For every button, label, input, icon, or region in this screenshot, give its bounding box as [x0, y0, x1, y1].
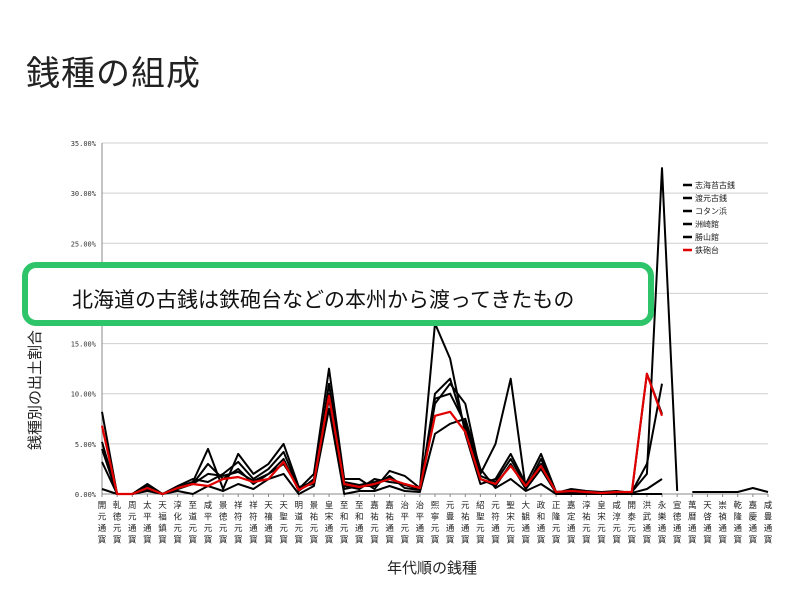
series-line [101, 407, 662, 495]
x-tick-label: 開元通寳 [98, 501, 107, 546]
x-tick-label: 元豊通寳 [446, 501, 455, 546]
x-tick-label: 祥符通寳 [249, 500, 258, 546]
x-tick-label: 明道元寳 [295, 501, 304, 546]
x-tick-label: 萬暦通寳 [688, 500, 697, 546]
x-tick-label: 崇禎通寳 [718, 501, 727, 546]
callout-text: 北海道の古銭は鉄砲台などの本州から渡ってきたもの [72, 288, 575, 312]
x-tick-label: 周元通寳 [128, 501, 137, 546]
legend-label: 鉄砲台 [695, 245, 719, 255]
series-洲崎館 [101, 407, 769, 495]
y-axis-label: 銭種別の出土割合 [26, 330, 44, 450]
series-line [101, 167, 679, 495]
x-tick-label: 治平元寳 [400, 500, 409, 546]
x-tick-label: 至和通寳 [355, 501, 364, 546]
x-tick-label: 咸豊通寳 [764, 500, 773, 546]
y-tick-label: 30.00% [71, 190, 97, 198]
x-tick-label: 景徳元寳 [219, 501, 228, 546]
x-tick-label: 天福鎮寳 [158, 501, 167, 546]
x-tick-label: 皇宋元寳 [597, 500, 606, 546]
y-tick-label: 10.00% [71, 391, 97, 399]
y-tick-label: 15.00% [71, 341, 97, 349]
x-tick-label: 永樂通寳 [658, 500, 667, 546]
callout-box: 北海道の古銭は鉄砲台などの本州から渡ってきたもの [22, 262, 654, 326]
x-tick-label: 乾隆通寳 [733, 500, 742, 546]
x-axis-label: 年代順の銭種 [387, 559, 477, 577]
x-tick-label: 皇宋通寳 [325, 500, 334, 546]
slide-title: 銭種の組成 [26, 54, 201, 94]
x-tick-label: 天聖元寳 [279, 501, 288, 546]
y-tick-label: 35.00% [71, 140, 97, 148]
x-tick-label: 嘉定通寳 [567, 500, 576, 546]
x-tick-label: 政和通寳 [537, 500, 546, 546]
x-tick-labels: 開元通寳乹徳元寳周元通寳太平通寳天福鎮寳淳化元寳至道元寳咸平元寳景徳元寳祥符元寳… [98, 500, 773, 546]
legend-label: コタン浜 [695, 206, 727, 216]
x-tick-label: 宣徳通寳 [673, 500, 682, 546]
x-tick-label: 元符通寳 [491, 501, 500, 546]
x-tick-label: 熙寧元寳 [431, 501, 440, 546]
x-tick-label: 天禧通寳 [264, 501, 273, 546]
series-line [101, 383, 663, 495]
series-line [101, 377, 663, 495]
x-tick-label: 嘉祐元寳 [370, 500, 379, 546]
series-line [692, 487, 769, 493]
series-志海苔古銭 [101, 167, 679, 495]
series-line [101, 372, 663, 495]
x-tick-label: 紹聖元寳 [476, 500, 485, 546]
x-tick-label: 天啓通寳 [703, 501, 712, 546]
x-tick-label: 乹徳元寳 [113, 500, 122, 546]
series-lines [100, 167, 769, 496]
x-tick-label: 開泰元寳 [628, 501, 637, 546]
x-tick-label: 洪武通寳 [643, 500, 652, 546]
x-tick-label: 嘉祐通寳 [385, 500, 394, 546]
x-tick-label: 聖宋元寳 [506, 501, 515, 546]
legend-label: 勝山館 [695, 232, 719, 242]
x-tick-label: 治平通寳 [416, 500, 425, 546]
legend-label: 渡元古銭 [695, 193, 727, 203]
x-tick-label: 咸淳元寳 [612, 500, 621, 546]
x-tick-label: 祥符元寳 [234, 500, 243, 546]
y-tick-label: 0.00% [75, 491, 97, 499]
x-tick-label: 景祐元寳 [310, 501, 319, 546]
x-tick-label: 嘉慶通寳 [749, 500, 758, 546]
series-line [100, 372, 664, 496]
series-勝山館 [101, 383, 663, 495]
x-tick-label: 太平通寳 [143, 500, 152, 546]
x-tick-label: 元祐通寳 [461, 501, 470, 546]
x-tick-label: 淳化元寳 [173, 500, 182, 546]
x-tick-label: 至道元寳 [189, 501, 198, 546]
x-tick-label: 大観通寳 [522, 500, 531, 546]
y-tick-label: 25.00% [71, 240, 97, 248]
y-tick-label: 5.00% [75, 441, 97, 449]
legend-label: 洲崎館 [695, 219, 719, 229]
series-渡元古銭 [101, 372, 663, 495]
series-鉄砲台 [100, 372, 664, 496]
series-コタン浜 [101, 377, 663, 495]
x-tick-label: 正隆元寳 [552, 501, 561, 546]
x-tick-label: 咸平元寳 [204, 500, 213, 546]
x-tick-label: 至和元寳 [340, 501, 349, 546]
x-tick-label: 淳祐元寳 [582, 500, 591, 546]
legend-label: 志海苔古銭 [695, 180, 735, 190]
